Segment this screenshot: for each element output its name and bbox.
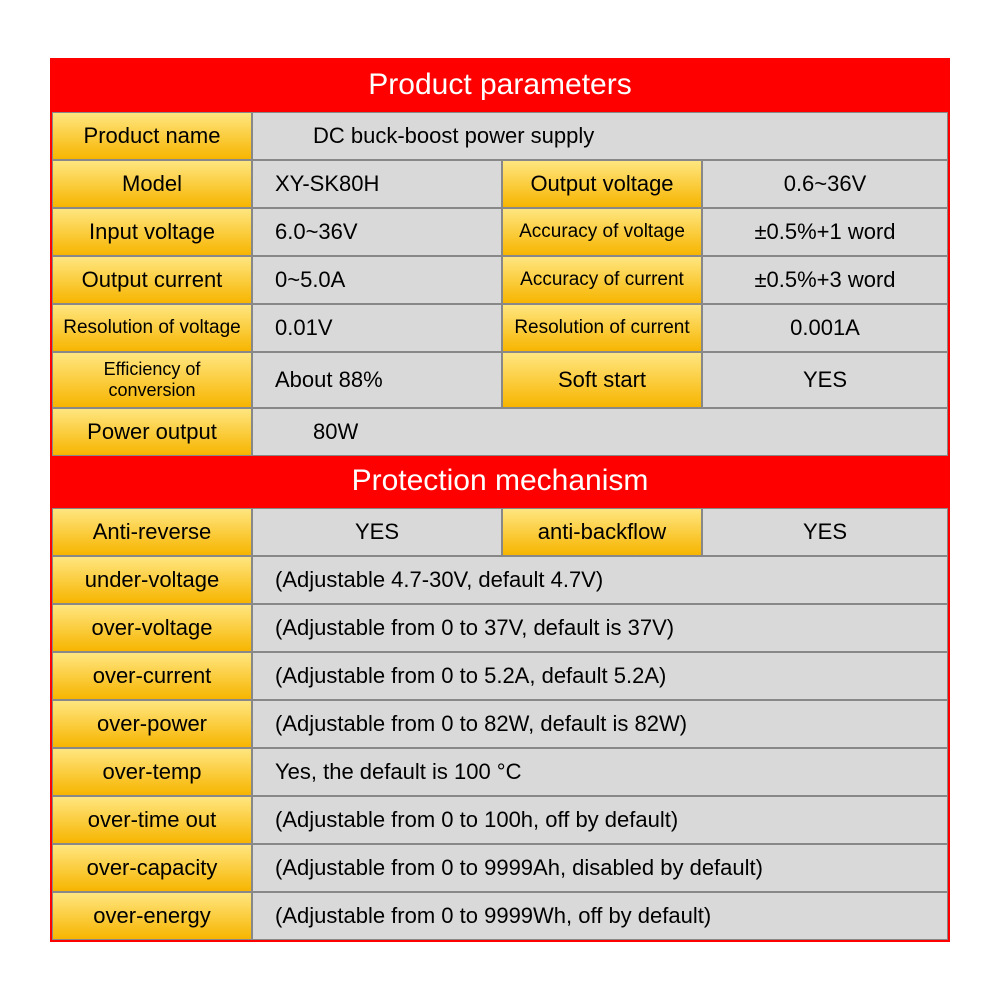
value-over-capacity: (Adjustable from 0 to 9999Ah, disabled b…: [252, 844, 948, 892]
value-under-voltage: (Adjustable 4.7-30V, default 4.7V): [252, 556, 948, 604]
row-over-energy: over-energy (Adjustable from 0 to 9999Wh…: [52, 892, 948, 940]
label-accuracy-current: Accuracy of current: [502, 256, 702, 304]
value-over-power: (Adjustable from 0 to 82W, default is 82…: [252, 700, 948, 748]
value-model: XY-SK80H: [252, 160, 502, 208]
row-model: Model XY-SK80H Output voltage 0.6~36V: [52, 160, 948, 208]
value-accuracy-current: ±0.5%+3 word: [702, 256, 948, 304]
row-product-name: Product name DC buck-boost power supply: [52, 112, 948, 160]
value-over-energy: (Adjustable from 0 to 9999Wh, off by def…: [252, 892, 948, 940]
label-anti-reverse: Anti-reverse: [52, 508, 252, 556]
row-power-output: Power output 80W: [52, 408, 948, 456]
section2-header: Protection mechanism: [52, 456, 948, 508]
label-over-voltage: over-voltage: [52, 604, 252, 652]
value-anti-backflow: YES: [702, 508, 948, 556]
value-res-current: 0.001A: [702, 304, 948, 352]
value-res-voltage: 0.01V: [252, 304, 502, 352]
value-accuracy-voltage: ±0.5%+1 word: [702, 208, 948, 256]
value-product-name: DC buck-boost power supply: [252, 112, 948, 160]
value-input-voltage: 6.0~36V: [252, 208, 502, 256]
label-over-power: over-power: [52, 700, 252, 748]
value-efficiency: About 88%: [252, 352, 502, 408]
row-over-temp: over-temp Yes, the default is 100 °C: [52, 748, 948, 796]
row-under-voltage: under-voltage (Adjustable 4.7-30V, defau…: [52, 556, 948, 604]
row-efficiency: Efficiency of conversion About 88% Soft …: [52, 352, 948, 408]
label-output-current: Output current: [52, 256, 252, 304]
row-over-power: over-power (Adjustable from 0 to 82W, de…: [52, 700, 948, 748]
row-over-voltage: over-voltage (Adjustable from 0 to 37V, …: [52, 604, 948, 652]
row-over-capacity: over-capacity (Adjustable from 0 to 9999…: [52, 844, 948, 892]
value-anti-reverse: YES: [252, 508, 502, 556]
label-model: Model: [52, 160, 252, 208]
label-over-capacity: over-capacity: [52, 844, 252, 892]
label-under-voltage: under-voltage: [52, 556, 252, 604]
row-res-voltage: Resolution of voltage 0.01V Resolution o…: [52, 304, 948, 352]
label-anti-backflow: anti-backflow: [502, 508, 702, 556]
value-power-output: 80W: [252, 408, 948, 456]
label-over-current: over-current: [52, 652, 252, 700]
label-over-temp: over-temp: [52, 748, 252, 796]
spec-sheet: Product parameters Product name DC buck-…: [50, 58, 950, 942]
label-over-energy: over-energy: [52, 892, 252, 940]
row-over-timeout: over-time out (Adjustable from 0 to 100h…: [52, 796, 948, 844]
label-output-voltage: Output voltage: [502, 160, 702, 208]
label-product-name: Product name: [52, 112, 252, 160]
label-power-output: Power output: [52, 408, 252, 456]
value-output-current: 0~5.0A: [252, 256, 502, 304]
value-over-current: (Adjustable from 0 to 5.2A, default 5.2A…: [252, 652, 948, 700]
label-res-current: Resolution of current: [502, 304, 702, 352]
label-over-timeout: over-time out: [52, 796, 252, 844]
value-over-temp: Yes, the default is 100 °C: [252, 748, 948, 796]
label-efficiency: Efficiency of conversion: [52, 352, 252, 408]
label-input-voltage: Input voltage: [52, 208, 252, 256]
label-accuracy-voltage: Accuracy of voltage: [502, 208, 702, 256]
value-over-timeout: (Adjustable from 0 to 100h, off by defau…: [252, 796, 948, 844]
row-over-current: over-current (Adjustable from 0 to 5.2A,…: [52, 652, 948, 700]
value-over-voltage: (Adjustable from 0 to 37V, default is 37…: [252, 604, 948, 652]
value-output-voltage: 0.6~36V: [702, 160, 948, 208]
row-output-current: Output current 0~5.0A Accuracy of curren…: [52, 256, 948, 304]
label-res-voltage: Resolution of voltage: [52, 304, 252, 352]
section1-header: Product parameters: [52, 60, 948, 112]
value-soft-start: YES: [702, 352, 948, 408]
row-anti-reverse: Anti-reverse YES anti-backflow YES: [52, 508, 948, 556]
row-input-voltage: Input voltage 6.0~36V Accuracy of voltag…: [52, 208, 948, 256]
label-soft-start: Soft start: [502, 352, 702, 408]
